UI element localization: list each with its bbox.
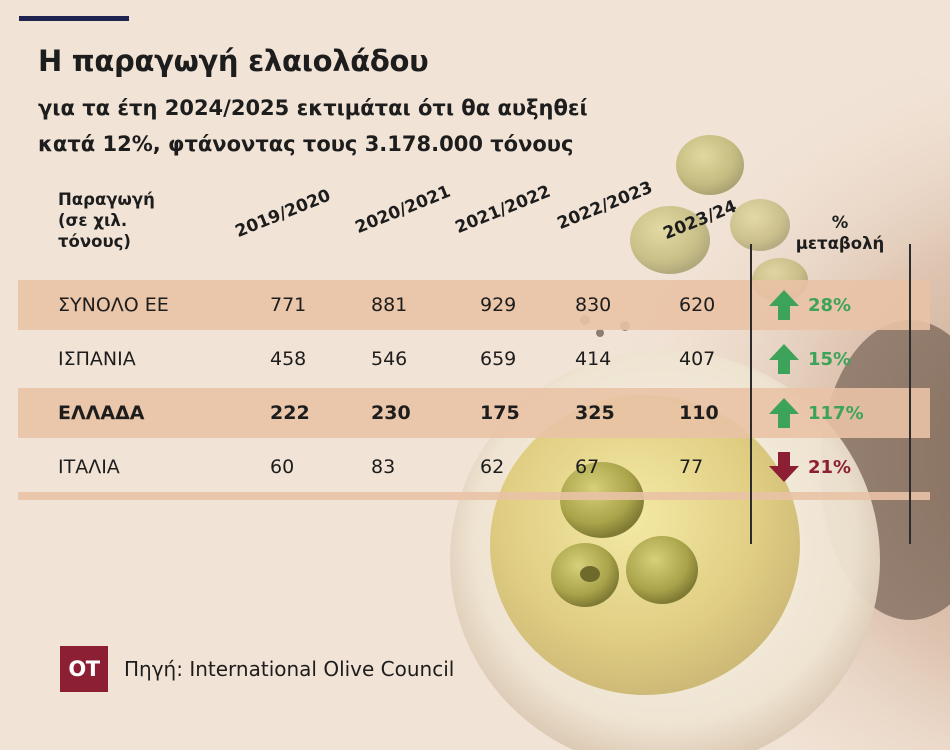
value-cell: 929 (480, 294, 517, 316)
change-header-symbol: % (831, 213, 849, 232)
change-cell: 28% (766, 287, 851, 323)
value-cell: 325 (575, 402, 615, 424)
unit-label-line: (σε χιλ. (58, 211, 128, 230)
column-divider (750, 244, 752, 544)
table-row: ΙΤΑΛΙΑ 60 83 62 67 77 21% (18, 442, 930, 492)
country-label: ΣΥΝΟΛΟ ΕΕ (58, 294, 169, 316)
value-cell: 881 (371, 294, 408, 316)
table-bottom-band (18, 492, 930, 500)
value-cell: 222 (270, 402, 310, 424)
table-row: ΣΥΝΟΛΟ ΕΕ 771 881 929 830 620 28% (18, 280, 930, 330)
arrow-up-icon (769, 344, 799, 374)
value-cell: 67 (575, 456, 600, 478)
unit-label: Παραγωγή (σε χιλ. τόνους) (58, 189, 208, 252)
unit-label-line: Παραγωγή (58, 190, 155, 209)
source-note: Πηγή: International Olive Council (124, 657, 455, 681)
value-cell: 771 (270, 294, 307, 316)
value-cell: 62 (480, 456, 505, 478)
value-cell: 659 (480, 348, 517, 370)
change-value: 117% (808, 402, 864, 424)
subtitle-line-1: για τα έτη 2024/2025 εκτιμάται ότι θα αυ… (38, 96, 588, 120)
change-value: 21% (808, 456, 852, 478)
value-cell: 230 (371, 402, 411, 424)
change-header: % μεταβολή (790, 212, 890, 254)
value-cell: 830 (575, 294, 612, 316)
value-cell: 60 (270, 456, 295, 478)
change-value: 28% (808, 294, 852, 316)
arrow-up-icon (769, 290, 799, 320)
country-label: ΙΤΑΛΙΑ (58, 456, 120, 478)
change-value: 15% (808, 348, 852, 370)
subtitle: για τα έτη 2024/2025 εκτιμάται ότι θα αυ… (38, 90, 698, 162)
country-label: ΕΛΛΑΔΑ (58, 402, 145, 424)
value-cell: 458 (270, 348, 307, 370)
value-cell: 175 (480, 402, 520, 424)
value-cell: 77 (679, 456, 704, 478)
change-cell: 117% (766, 395, 864, 431)
accent-line (19, 16, 129, 21)
table-row: ΕΛΛΑΔΑ 222 230 175 325 110 117% (18, 388, 930, 438)
page-title: Η παραγωγή ελαιολάδου (38, 44, 429, 78)
arrow-up-icon (769, 398, 799, 428)
table-row: ΙΣΠΑΝΙΑ 458 546 659 414 407 15% (18, 334, 930, 384)
ot-logo: OT (60, 646, 108, 692)
value-cell: 110 (679, 402, 719, 424)
country-label: ΙΣΠΑΝΙΑ (58, 348, 136, 370)
value-cell: 407 (679, 348, 716, 370)
change-cell: 15% (766, 341, 851, 377)
subtitle-line-2: κατά 12%, φτάνοντας τους 3.178.000 τόνου… (38, 132, 574, 156)
column-divider (909, 244, 911, 544)
value-cell: 620 (679, 294, 716, 316)
unit-label-line: τόνους) (58, 232, 131, 251)
arrow-down-icon (769, 452, 799, 482)
change-cell: 21% (766, 449, 851, 485)
change-header-label: μεταβολή (795, 234, 885, 253)
value-cell: 414 (575, 348, 612, 370)
value-cell: 546 (371, 348, 408, 370)
value-cell: 83 (371, 456, 396, 478)
